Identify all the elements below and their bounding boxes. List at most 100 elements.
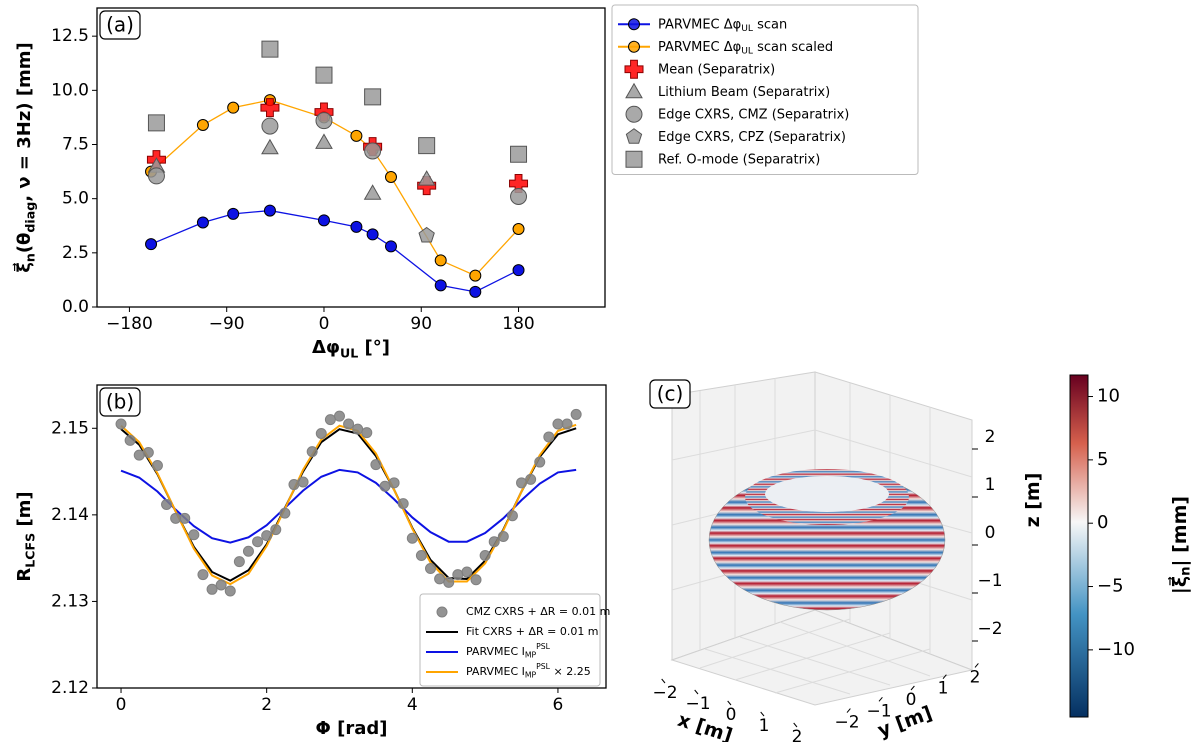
- torus-hole: [765, 476, 889, 512]
- marker: [626, 106, 642, 122]
- marker: [513, 224, 524, 235]
- label-part: Edge CXRS, CPZ (Separatrix): [658, 129, 846, 144]
- label-part: LCFS: [22, 533, 37, 568]
- marker: [225, 586, 235, 596]
- marker: [419, 138, 435, 154]
- label-part: | [mm]: [1169, 496, 1191, 567]
- x-tick-label: 180: [502, 314, 534, 334]
- axes-frame: [97, 8, 605, 307]
- marker: [271, 525, 281, 535]
- marker: [198, 570, 208, 580]
- label-part: PSL: [536, 662, 551, 671]
- marker: [535, 457, 545, 467]
- legend-label: Fit CXRS + ΔR = 0.01 m: [466, 625, 599, 638]
- y-tick-label: 12.5: [51, 26, 89, 46]
- marker: [318, 215, 329, 226]
- marker: [262, 140, 278, 154]
- marker: [437, 607, 447, 617]
- x-tick-label: −90: [209, 314, 245, 334]
- marker: [470, 286, 481, 297]
- tick-label-3d: 1: [759, 716, 770, 736]
- marker: [262, 41, 278, 57]
- y-tick-label: 5.0: [62, 189, 89, 209]
- marker: [325, 415, 335, 425]
- x-axis-label: ΔφUL [°]: [312, 337, 390, 360]
- marker: [407, 533, 417, 543]
- figure: −180−900901800.02.55.07.510.012.5ΔφUL [°…: [0, 0, 1197, 742]
- tick-label-3d: −2: [977, 619, 1002, 639]
- marker: [453, 570, 463, 580]
- x-tick-label: 6: [553, 695, 564, 715]
- marker: [289, 480, 299, 490]
- colorbar-tick-label: 10: [1097, 386, 1120, 407]
- label-part: UL: [340, 345, 358, 360]
- label-part: R: [14, 568, 35, 582]
- marker: [351, 130, 362, 141]
- marker: [444, 577, 454, 587]
- marker: [517, 478, 527, 488]
- label-part: PARVMEC I: [466, 645, 525, 658]
- tick-label-3d: 2: [970, 667, 981, 687]
- marker: [125, 435, 135, 445]
- y-tick-label: 7.5: [62, 135, 89, 155]
- marker: [116, 419, 126, 429]
- label-part: [°]: [358, 337, 390, 358]
- marker: [371, 460, 381, 470]
- series-line: [121, 470, 576, 543]
- y-axis-label: RLCFS [m]: [14, 491, 37, 581]
- label-part: CMZ CXRS + ΔR = 0.01 m: [466, 605, 610, 618]
- colorbar-tick-label: 5: [1097, 449, 1108, 470]
- marker: [435, 574, 445, 584]
- label-part: × 2.25: [550, 665, 591, 678]
- label-part: MP: [525, 650, 537, 659]
- marker: [462, 567, 472, 577]
- x-axis-label: Φ [rad]: [316, 718, 388, 739]
- tick-label-3d: 2: [792, 727, 803, 742]
- label-part: Ref. O-mode (Separatrix): [658, 152, 820, 167]
- marker: [489, 537, 499, 547]
- label-part: Δφ: [312, 337, 340, 358]
- label-part: Edge CXRS, CMZ (Separatrix): [658, 107, 849, 122]
- marker: [243, 546, 253, 556]
- label-part: scan scaled: [753, 39, 833, 54]
- marker: [471, 575, 481, 585]
- marker: [507, 511, 517, 521]
- marker: [197, 120, 208, 131]
- plot-area: [116, 409, 581, 596]
- marker: [351, 221, 362, 232]
- tick-label-3d: 0: [726, 705, 737, 725]
- marker: [316, 113, 332, 129]
- y-tick-label: 2.14: [51, 505, 89, 525]
- label-part: Mean (Separatrix): [658, 62, 775, 77]
- label-part: PARVMEC Δφ: [658, 39, 741, 54]
- y-tick-label: 2.12: [51, 678, 89, 698]
- marker: [197, 217, 208, 228]
- marker: [416, 551, 426, 561]
- marker: [362, 428, 372, 438]
- marker: [134, 450, 144, 460]
- colorbar-tick-label: −5: [1097, 576, 1124, 597]
- marker: [152, 461, 162, 471]
- marker: [280, 508, 290, 518]
- label-part: Φ [rad]: [316, 718, 388, 739]
- x-tick-label: −180: [106, 314, 153, 334]
- label-part: scan: [753, 17, 787, 32]
- marker: [316, 134, 332, 148]
- colorbar-label: |ξ⃗n| [mm]: [1167, 496, 1194, 594]
- marker: [228, 208, 239, 219]
- colorbar-tick-label: −10: [1097, 639, 1135, 660]
- z-axis-label: z [m]: [1022, 473, 1044, 528]
- marker: [629, 41, 640, 52]
- marker: [180, 513, 190, 523]
- plot-area: [146, 41, 528, 297]
- marker: [385, 172, 396, 183]
- marker: [262, 118, 278, 134]
- y-tick-label: 2.13: [51, 591, 89, 611]
- marker: [380, 481, 390, 491]
- marker: [419, 171, 435, 185]
- marker: [562, 419, 572, 429]
- marker: [171, 513, 181, 523]
- marker: [526, 474, 536, 484]
- label-part: z [m]: [1022, 473, 1044, 528]
- y-axis-label: ξ⃗n(θdiag, ν = 3Hz) [mm]: [13, 42, 37, 273]
